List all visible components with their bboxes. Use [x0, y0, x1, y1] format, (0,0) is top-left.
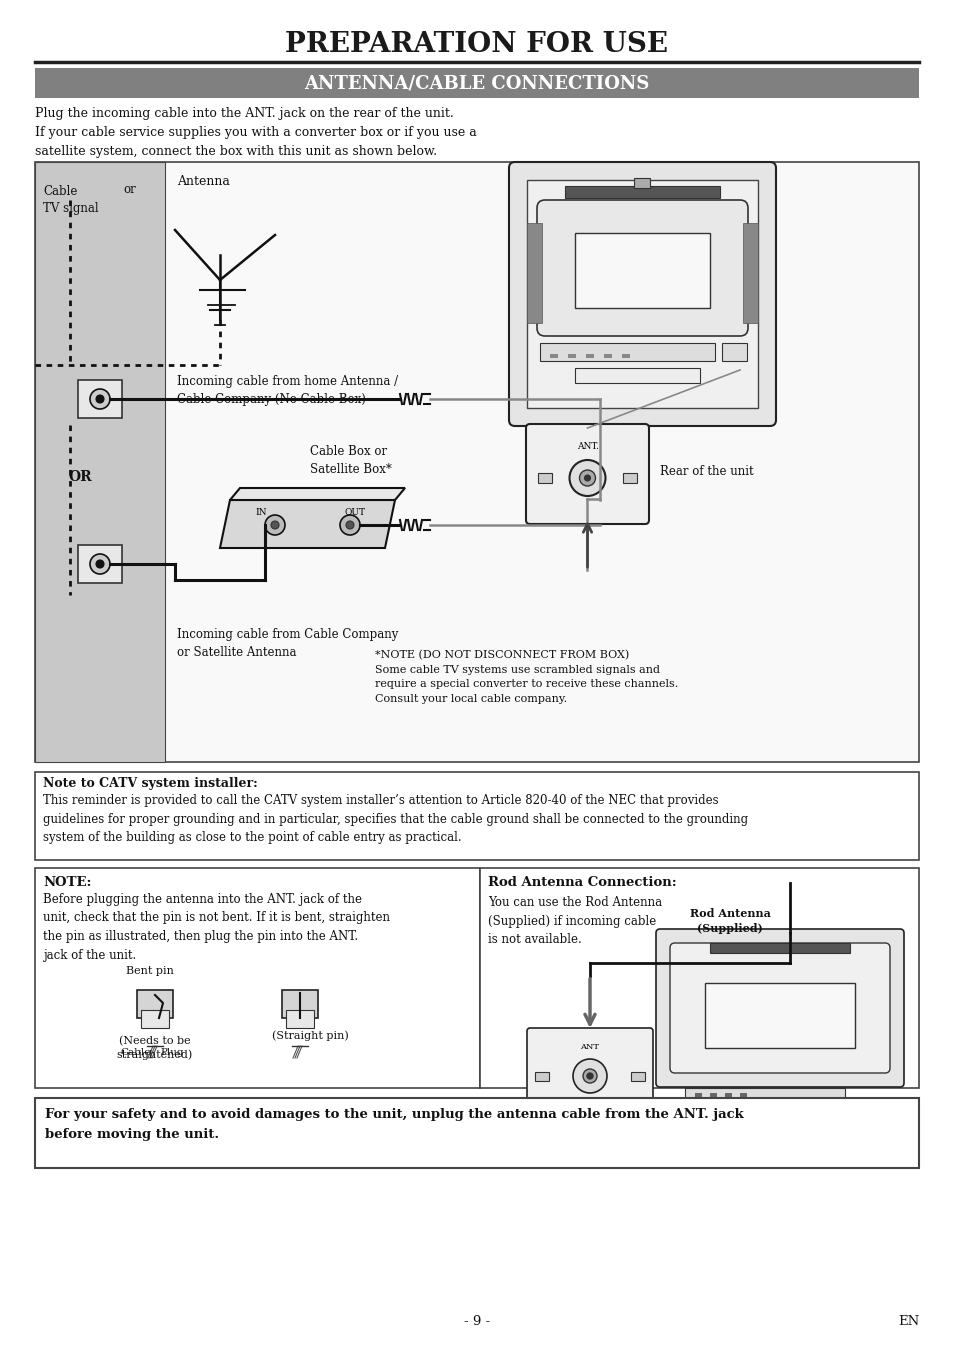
Text: - 9 -: - 9 -	[463, 1316, 490, 1328]
Text: This reminder is provided to call the CATV system installer’s attention to Artic: This reminder is provided to call the CA…	[43, 794, 747, 844]
Bar	[539, 342, 714, 361]
Bar	[709, 1093, 717, 1099]
FancyBboxPatch shape	[537, 200, 747, 336]
Text: Plug: Plug	[160, 1047, 183, 1057]
Bar	[575, 368, 700, 383]
Text: IN: IN	[254, 508, 266, 518]
Circle shape	[578, 470, 595, 487]
Text: Antenna: Antenna	[177, 175, 230, 187]
Text: You can use the Rod Antenna
(Supplied) if incoming cable
is not available.: You can use the Rod Antenna (Supplied) i…	[488, 896, 661, 946]
Text: ANTENNA/CABLE CONNECTIONS: ANTENNA/CABLE CONNECTIONS	[304, 74, 649, 92]
Text: Rear of the unit: Rear of the unit	[659, 465, 753, 479]
Text: ANT: ANT	[579, 1043, 598, 1051]
Bar	[721, 342, 746, 361]
Text: Cable
TV signal: Cable TV signal	[43, 185, 98, 214]
Bar	[634, 178, 649, 187]
Text: or: or	[123, 183, 135, 195]
Circle shape	[339, 515, 359, 535]
FancyBboxPatch shape	[525, 425, 648, 524]
Text: Plug the incoming cable into the ANT. jack on the rear of the unit.
If your cabl: Plug the incoming cable into the ANT. ja…	[35, 106, 476, 158]
Bar	[704, 983, 854, 1047]
Text: Cable Box or
Satellite Box*: Cable Box or Satellite Box*	[310, 445, 392, 476]
Text: *NOTE (DO NOT DISCONNECT FROM BOX)
Some cable TV systems use scrambled signals a: *NOTE (DO NOT DISCONNECT FROM BOX) Some …	[375, 650, 678, 704]
Bar	[585, 355, 594, 359]
Bar	[684, 1088, 844, 1103]
Bar	[526, 181, 758, 408]
Bar	[282, 989, 317, 1018]
Polygon shape	[220, 500, 395, 549]
Circle shape	[573, 1060, 606, 1093]
Circle shape	[265, 515, 285, 535]
Text: OUT: OUT	[345, 508, 366, 518]
Text: OR: OR	[68, 470, 91, 484]
Bar	[35, 772, 918, 860]
Bar	[575, 233, 709, 307]
Bar	[567, 355, 576, 359]
Text: EN: EN	[897, 1316, 918, 1328]
Text: Incoming cable from home Antenna /
Cable Company (No Cable Box): Incoming cable from home Antenna / Cable…	[177, 375, 397, 406]
Text: (Straight pin): (Straight pin)	[272, 1030, 348, 1041]
Bar	[535, 1072, 548, 1081]
Text: Bent pin: Bent pin	[126, 967, 173, 976]
Circle shape	[586, 1073, 593, 1078]
Bar	[742, 222, 758, 324]
Bar	[695, 1093, 701, 1099]
FancyBboxPatch shape	[656, 929, 903, 1086]
Bar	[740, 1093, 746, 1099]
Circle shape	[90, 390, 110, 408]
Text: For your safety and to avoid damages to the unit, unplug the antenna cable from : For your safety and to avoid damages to …	[45, 1108, 743, 1140]
Circle shape	[584, 474, 590, 481]
Bar	[621, 355, 629, 359]
Text: Incoming cable from Cable Company
or Satellite Antenna: Incoming cable from Cable Company or Sat…	[177, 628, 398, 659]
Bar	[35, 162, 165, 762]
Circle shape	[90, 554, 110, 574]
Bar	[35, 162, 918, 762]
Bar	[141, 1010, 169, 1029]
Text: PREPARATION FOR USE: PREPARATION FOR USE	[285, 31, 668, 58]
Bar	[630, 1072, 644, 1081]
Circle shape	[569, 460, 605, 496]
Bar	[603, 355, 612, 359]
Text: (Needs to be
straightened): (Needs to be straightened)	[117, 1037, 193, 1061]
FancyBboxPatch shape	[526, 1029, 652, 1116]
Bar	[78, 380, 122, 418]
Text: ANT.: ANT.	[576, 442, 598, 452]
Text: Cable: Cable	[120, 1047, 151, 1057]
Text: NOTE:: NOTE:	[43, 876, 91, 888]
Bar	[479, 868, 918, 1088]
FancyBboxPatch shape	[509, 162, 775, 426]
Bar	[537, 473, 552, 483]
Bar	[35, 868, 479, 1088]
Circle shape	[271, 520, 278, 528]
Bar	[709, 944, 849, 953]
Bar	[724, 1093, 731, 1099]
Bar	[35, 1099, 918, 1167]
Text: Rod Antenna
(Supplied): Rod Antenna (Supplied)	[689, 909, 770, 934]
Text: Rod Antenna Connection:: Rod Antenna Connection:	[488, 876, 676, 888]
Circle shape	[346, 520, 354, 528]
Bar	[286, 1010, 314, 1029]
FancyBboxPatch shape	[669, 944, 889, 1073]
Bar	[564, 186, 720, 198]
Bar	[622, 473, 637, 483]
Circle shape	[582, 1069, 597, 1082]
Text: Note to CATV system installer:: Note to CATV system installer:	[43, 776, 257, 790]
Circle shape	[96, 395, 104, 403]
Polygon shape	[230, 488, 405, 500]
Bar	[78, 545, 122, 582]
Bar	[35, 67, 918, 98]
Circle shape	[96, 559, 104, 568]
Bar	[526, 222, 541, 324]
Bar	[137, 989, 172, 1018]
Bar	[550, 355, 558, 359]
Text: Before plugging the antenna into the ANT. jack of the
unit, check that the pin i: Before plugging the antenna into the ANT…	[43, 892, 390, 961]
